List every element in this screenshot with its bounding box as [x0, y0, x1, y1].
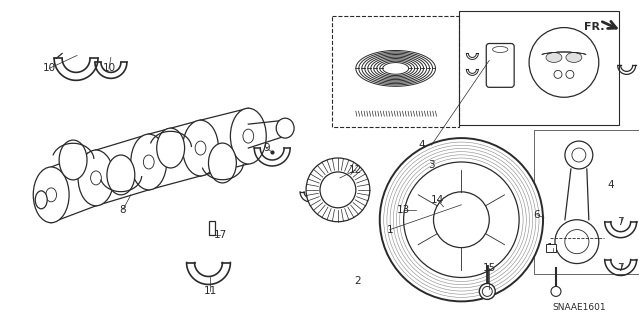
Ellipse shape: [565, 141, 593, 169]
Text: 8: 8: [120, 205, 126, 215]
Ellipse shape: [107, 155, 135, 195]
Ellipse shape: [33, 167, 69, 223]
Text: 15: 15: [483, 263, 496, 272]
Text: 6: 6: [534, 210, 540, 220]
Ellipse shape: [555, 220, 599, 263]
Text: 12: 12: [349, 165, 362, 175]
Text: 17: 17: [214, 230, 227, 240]
Ellipse shape: [157, 128, 184, 168]
Text: 11: 11: [204, 286, 217, 296]
Ellipse shape: [230, 108, 266, 164]
Ellipse shape: [566, 52, 582, 63]
Text: 2: 2: [355, 277, 361, 286]
Text: 13: 13: [397, 205, 410, 215]
Text: FR.: FR.: [584, 22, 604, 32]
Bar: [332, 16, 460, 127]
Circle shape: [479, 284, 495, 300]
Text: 7: 7: [618, 263, 624, 272]
Ellipse shape: [78, 150, 114, 206]
Text: 1: 1: [387, 225, 393, 235]
Ellipse shape: [59, 140, 87, 180]
Text: 4: 4: [607, 180, 614, 190]
Bar: [209, 221, 216, 235]
FancyBboxPatch shape: [486, 43, 514, 87]
Bar: [534, 130, 639, 274]
Text: 5: 5: [484, 285, 491, 294]
Circle shape: [306, 158, 370, 222]
Text: 10: 10: [102, 63, 115, 73]
Circle shape: [529, 27, 599, 97]
Text: 10: 10: [43, 63, 56, 73]
Circle shape: [551, 286, 561, 296]
Text: SNAAE1601: SNAAE1601: [552, 303, 605, 312]
Bar: [546, 244, 556, 252]
Text: 9: 9: [263, 143, 269, 153]
Text: 14: 14: [431, 195, 444, 205]
Ellipse shape: [35, 191, 47, 209]
Ellipse shape: [209, 143, 236, 183]
Circle shape: [380, 138, 543, 301]
Ellipse shape: [131, 134, 166, 190]
Ellipse shape: [546, 52, 562, 63]
Text: 16: 16: [547, 243, 559, 253]
Text: 4: 4: [419, 140, 425, 150]
Bar: [460, 11, 619, 125]
Text: 7: 7: [618, 217, 624, 227]
Text: 3: 3: [428, 160, 435, 170]
Ellipse shape: [276, 118, 294, 138]
Ellipse shape: [182, 120, 218, 176]
